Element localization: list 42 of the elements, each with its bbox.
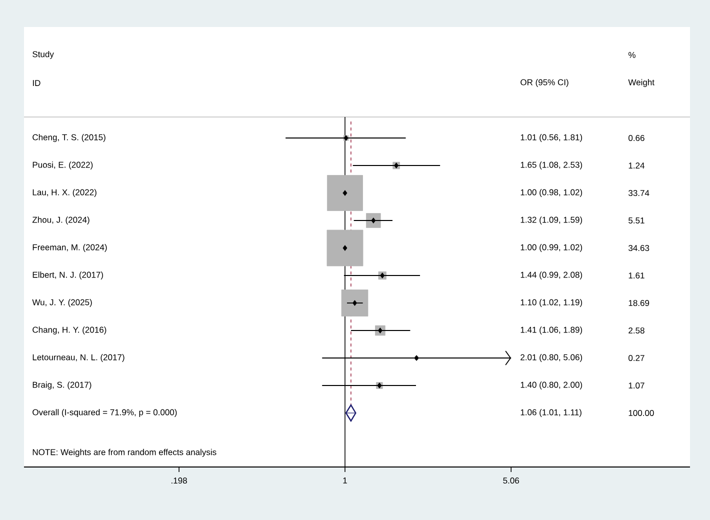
annotation: 34.63 [628, 245, 650, 252]
annotation: 2.01 (0.80, 5.06) [520, 354, 582, 362]
y-tick-label: Zhou, J. (2024) [32, 216, 90, 224]
annotation: 5.51 [628, 218, 644, 224]
annotation: 1.24 [628, 162, 644, 168]
annotation: 1.32 (1.09, 1.59) [520, 216, 582, 224]
annotation: 1.00 (0.99, 1.02) [520, 244, 582, 252]
annotation: 1.00 (0.98, 1.02) [520, 189, 582, 197]
y-tick-label: Chang, H. Y. (2016) [32, 326, 106, 334]
annotation: 1.65 (1.08, 2.53) [520, 162, 582, 170]
text: OR (95% CI) [520, 79, 568, 87]
annotation: 0.66 [628, 135, 644, 142]
annotation: 1.07 [628, 382, 644, 389]
annotation: 18.69 [628, 300, 650, 306]
annotation: 1.10 (1.02, 1.19) [520, 299, 582, 307]
annotation: 33.74 [628, 190, 650, 196]
y-tick-label: Wu, J. Y. (2025) [32, 299, 92, 307]
annotation: 1.61 [628, 272, 644, 279]
y-tick-label: Letourneau, N. L. (2017) [32, 354, 124, 362]
annotation: 100.00 [628, 410, 654, 416]
annotation: 0.27 [628, 354, 644, 362]
annotation: 1.01 (0.56, 1.81) [520, 134, 582, 142]
text: ID [32, 80, 40, 86]
annotation: 1.06 (1.01, 1.11) [520, 409, 582, 417]
x-tick-label: 1 [343, 478, 347, 484]
annotation: 1.40 (0.80, 2.00) [520, 382, 582, 390]
x-tick-label: .198 [172, 478, 187, 484]
annotation: 1.41 (1.06, 1.89) [520, 326, 582, 334]
y-tick-label: Lau, H. X. (2022) [32, 189, 96, 197]
y-tick-label: Elbert, N. J. (2017) [32, 272, 103, 280]
x-tick-label: 5.06 [503, 478, 520, 484]
annotation: 1.44 (0.99, 2.08) [520, 272, 582, 280]
annotation: 2.58 [628, 328, 644, 334]
y-tick-label: Braig, S. (2017) [32, 382, 92, 390]
text: Weight [628, 79, 654, 87]
text: NOTE: Weights are from random effects analysis [32, 448, 216, 457]
y-tick-label: Puosi, E. (2022) [32, 162, 93, 170]
y-tick-label: Cheng, T. S. (2015) [32, 134, 106, 142]
text: Study [32, 51, 54, 59]
text: % [628, 52, 636, 58]
y-tick-label: Overall (I-squared = 71.9%, p = 0.000) [32, 409, 177, 417]
y-tick-label: Freeman, M. (2024) [32, 244, 107, 252]
